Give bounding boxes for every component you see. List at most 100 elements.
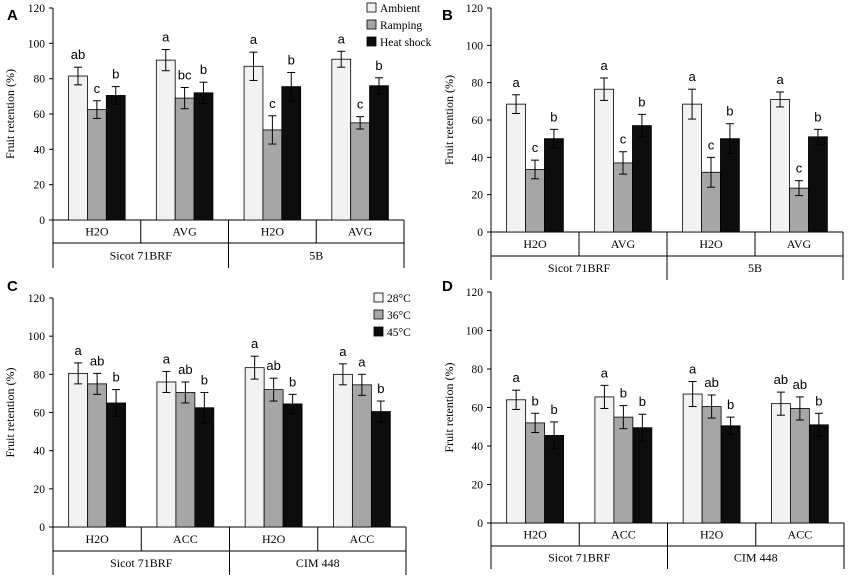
legend-label: 36°C	[387, 310, 411, 322]
bar-heat-shock	[369, 85, 389, 221]
y-axis-label: Fruit retention (%)	[442, 363, 456, 453]
x-group-label: 5B	[748, 261, 762, 275]
chart-panel-a: A 0 20 40 60 80 100 120 Fruit retention (%) H2O AV…	[3, 2, 432, 268]
bar-ramping	[87, 109, 107, 221]
x-category-label: ACC	[611, 528, 636, 542]
y-tick-label: 100	[28, 331, 46, 343]
bar-45-c	[808, 424, 829, 524]
significance-letter: c	[94, 81, 101, 96]
x-category-label: H2O	[699, 237, 723, 251]
bar-ambient	[770, 99, 790, 233]
y-tick-label: 120	[28, 3, 46, 15]
y-tick-label: 100	[28, 38, 46, 50]
x-group-label: Sicot 71BRF	[110, 249, 173, 263]
significance-letter: ab	[793, 377, 807, 392]
bar-ambient	[331, 58, 352, 221]
significance-letter: b	[377, 381, 384, 396]
x-category-label: AVG	[611, 237, 636, 251]
significance-letter: a	[250, 32, 258, 47]
panel-letter: C	[7, 278, 18, 295]
bar-28-c	[594, 396, 615, 524]
x-category-label: H2O	[523, 528, 547, 542]
bar-ambient	[155, 59, 176, 221]
y-tick-label: 40	[34, 144, 46, 156]
significance-letter: b	[550, 402, 557, 417]
bar-28-c	[682, 393, 703, 524]
bar-28-c	[771, 403, 791, 524]
bar-28-c	[244, 367, 265, 528]
bar-heat-shock	[281, 86, 302, 221]
significance-letter: ab	[90, 353, 104, 368]
y-tick-label: 40	[472, 152, 484, 164]
bar-36-c	[351, 384, 372, 528]
bar-ambient	[243, 65, 264, 221]
x-category-label: AVG	[348, 225, 373, 239]
bar-36-c	[701, 406, 722, 524]
x-group-label: Sicot 71BRF	[548, 261, 611, 275]
significance-letter: b	[727, 397, 734, 412]
y-tick-label: 120	[466, 3, 484, 15]
significance-letter: ab	[774, 372, 788, 387]
legend-label: Heat shock	[380, 37, 432, 49]
bar-heat-shock	[632, 125, 652, 233]
x-category-label: AVG	[172, 225, 197, 239]
y-tick-label: 60	[34, 408, 46, 420]
significance-letter: ab	[266, 358, 280, 373]
y-tick-label: 60	[472, 403, 484, 415]
bar-ambient	[682, 103, 702, 233]
y-tick-label: 80	[472, 78, 484, 90]
legend-label: Ambient	[380, 3, 421, 15]
bar-45-c	[282, 403, 303, 528]
bar-45-c	[720, 425, 741, 524]
panel-letter: D	[442, 278, 453, 295]
bar-28-c	[156, 381, 177, 528]
bar-heat-shock	[105, 95, 126, 221]
legend-label: 28°C	[387, 293, 411, 305]
x-category-label: ACC	[350, 532, 375, 546]
x-group-label: CIM 448	[734, 551, 778, 565]
x-group-label: Sicot 71BRF	[548, 551, 611, 565]
bar-28-c	[506, 399, 527, 524]
legend-label: 45°C	[387, 327, 411, 339]
y-tick-label: 40	[472, 441, 484, 453]
x-category-label: ACC	[173, 532, 198, 546]
y-axis-label: Fruit retention (%)	[3, 69, 17, 159]
significance-letter: ab	[71, 47, 85, 62]
significance-letter: a	[358, 354, 366, 369]
significance-letter: b	[112, 67, 119, 82]
significance-letter: b	[620, 386, 627, 401]
significance-letter: c	[708, 137, 715, 152]
significance-letter: a	[339, 344, 347, 359]
x-category-label: H2O	[261, 225, 285, 239]
y-tick-label: 20	[472, 480, 484, 492]
x-category-label: H2O	[85, 225, 109, 239]
bar-36-c	[175, 392, 196, 528]
significance-letter: b	[814, 109, 821, 124]
significance-letter: a	[162, 30, 170, 45]
significance-letter: a	[513, 370, 521, 385]
legend-swatch	[373, 326, 384, 337]
significance-letter: b	[289, 374, 296, 389]
bar-36-c	[613, 416, 634, 524]
y-tick-label: 60	[472, 115, 484, 127]
y-tick-label: 40	[34, 446, 46, 458]
significance-letter: a	[601, 365, 609, 380]
bar-ambient	[594, 88, 614, 233]
bar-heat-shock	[544, 138, 564, 233]
significance-letter: b	[200, 62, 207, 77]
x-category-label: H2O	[85, 532, 109, 546]
y-tick-label: 0	[39, 522, 45, 534]
significance-letter: bc	[178, 68, 192, 83]
y-tick-label: 0	[39, 215, 45, 227]
significance-letter: c	[620, 132, 627, 147]
significance-letter: a	[338, 31, 346, 46]
significance-letter: a	[251, 336, 259, 351]
significance-letter: c	[269, 96, 276, 111]
bar-45-c	[106, 402, 126, 528]
bar-45-c	[370, 411, 391, 528]
significance-letter: b	[550, 109, 557, 124]
y-tick-label: 120	[28, 293, 46, 305]
significance-letter: b	[288, 52, 295, 67]
y-tick-label: 80	[472, 364, 484, 376]
bar-28-c	[333, 373, 353, 528]
